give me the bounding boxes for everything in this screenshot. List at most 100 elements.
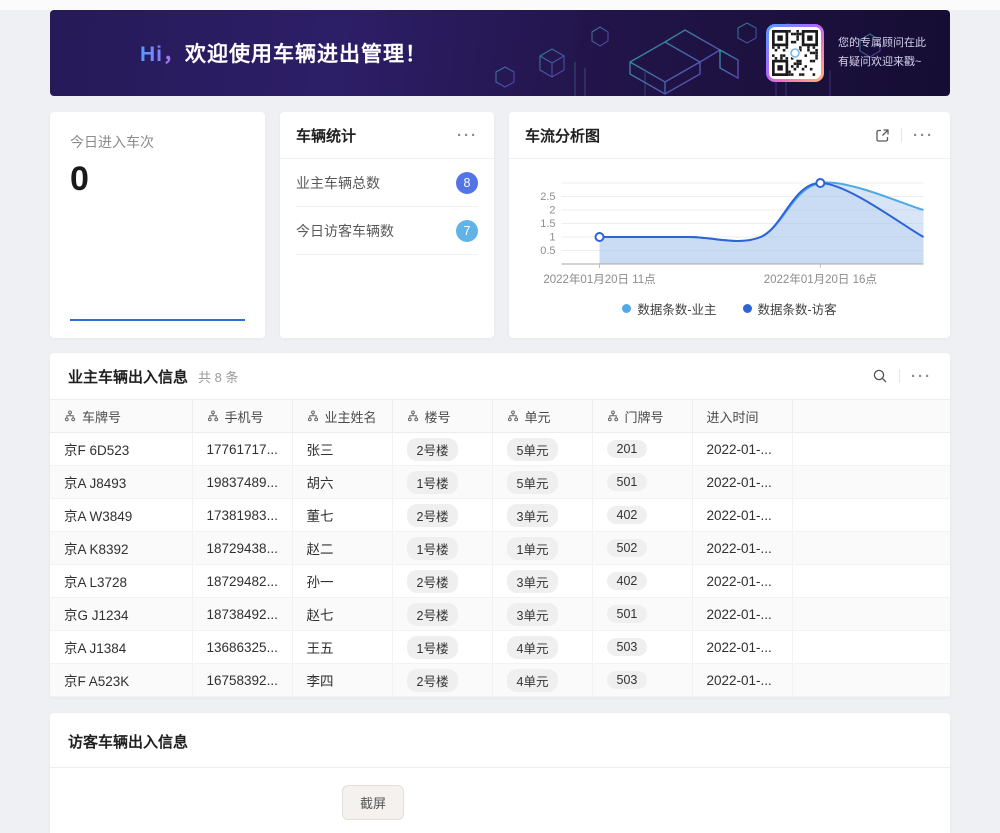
table-cell: 17381983... [192,498,293,532]
table-cell: 董七 [292,498,393,532]
table-cell: 2022-01-... [692,432,793,466]
table-cell: 4单元 [492,630,593,664]
today-entries-label: 今日进入车次 [70,134,154,150]
stat-label: 业主车辆总数 [296,174,380,191]
cell-tag: 3单元 [506,569,559,593]
chart-legend: 数据条数-业主 数据条数-访客 [525,299,934,318]
table-cell: 5单元 [492,432,593,466]
table-cell: 5单元 [492,465,593,499]
qr-caption: 您的专属顾问在此 有疑问欢迎来戳~ [838,34,926,71]
greeting-highlight: Hi， [140,43,185,66]
table-cell [792,597,950,631]
table-cell: 402 [592,498,693,532]
column-header[interactable]: 手机号 [192,400,293,433]
table-cell: 2号楼 [392,597,493,631]
cell-tag: 1号楼 [406,470,459,494]
table-cell: 2022-01-... [692,597,793,631]
table-cell: 402 [592,564,693,598]
cell-tag: 4单元 [506,635,559,659]
visitor-card-title: 访客车辆出入信息 [68,734,189,751]
legend-label: 数据条数-访客 [757,303,837,317]
cell-tag: 2号楼 [406,437,459,461]
table-cell: 1号楼 [392,465,493,499]
table-cell: 3单元 [492,597,593,631]
qr-caption-line1: 您的专属顾问在此 [838,37,926,50]
table-row: 京G J1234 18738492... 赵七 2号楼 3单元 501 2022-01-..… [50,597,950,631]
qr-code[interactable] [766,24,824,82]
table-cell: 孙一 [292,564,393,598]
column-header[interactable]: 进入时间 [692,400,793,433]
column-header-label: 单元 [524,409,551,425]
column-header[interactable]: 门牌号 [592,400,693,433]
table-cell: 18729482... [192,564,293,598]
table-cell: 2022-01-... [692,630,793,664]
column-header[interactable]: 楼号 [392,400,493,433]
vehicle-stats-title: 车辆统计 [296,127,357,145]
cell-tag: 2号楼 [406,569,459,593]
table-cell: 501 [592,597,693,631]
screenshot-button[interactable]: 截屏 [342,785,405,820]
owner-vehicle-table-card: 业主车辆出入信息 共 8 条 ··· 车牌号 手机号 业主姓名 楼号 单元 门牌号 进入时间… [50,353,950,697]
legend-item[interactable]: 数据条数-业主 [622,299,717,318]
svg-text:1.5: 1.5 [540,218,555,230]
table-cell: 京A J8493 [50,465,193,499]
hierarchy-icon [64,410,76,422]
column-header [792,400,950,433]
page-top-strip [0,0,1000,10]
table-cell: 张三 [292,432,393,466]
welcome-banner: Hi，欢迎使用车辆进出管理！ 您的专属顾问在此 有疑问欢迎来戳~ [50,10,950,96]
cell-tag: 402 [606,572,648,590]
banner-greeting: Hi，欢迎使用车辆进出管理！ [140,38,427,68]
table-cell [792,630,950,664]
vehicle-stat-row: 今日访客车辆数 7 [296,207,478,255]
table-cell: 2022-01-... [692,663,793,697]
more-menu-icon[interactable]: ··· [913,126,934,144]
cell-tag: 201 [606,440,648,458]
table-cell: 李四 [292,663,393,697]
table-cell: 19837489... [192,465,293,499]
dashboard-page: Hi，欢迎使用车辆进出管理！ 您的专属顾问在此 有疑问欢迎来戳~ 今日进入车次 … [50,10,950,833]
table-row: 京F A523K 16758392... 李四 2号楼 4单元 503 2022-01-..… [50,663,950,697]
table-cell: 201 [592,432,693,466]
table-cell: 18738492... [192,597,293,631]
table-cell: 赵二 [292,531,393,565]
column-header-label: 门牌号 [624,409,664,425]
svg-text:0.5: 0.5 [540,245,555,257]
cell-tag: 1号楼 [406,635,459,659]
hierarchy-icon [207,410,218,422]
table-cell: 王五 [292,630,393,664]
table-row: 京A J8493 19837489... 胡六 1号楼 5单元 501 2022-01-..… [50,465,950,499]
more-menu-icon[interactable]: ··· [911,367,932,385]
icon-divider [901,128,902,142]
cell-tag: 2号楼 [406,503,459,527]
table-cell [792,465,950,499]
today-entries-value: 0 [70,160,89,198]
legend-label: 数据条数-业主 [637,303,717,317]
column-header-label: 进入时间 [706,409,759,425]
cell-tag: 2号楼 [406,668,459,692]
owner-table-count: 共 8 条 [198,369,239,385]
table-cell [792,432,950,466]
stat-label: 今日访客车辆数 [296,222,394,239]
legend-dot [742,304,752,313]
svg-text:2022年01月20日 11点: 2022年01月20日 11点 [543,272,655,286]
cell-tag: 5单元 [506,470,559,494]
table-row: 京A L3728 18729482... 孙一 2号楼 3单元 402 2022-01-..… [50,564,950,598]
table-row: 京A K8392 18729438... 赵二 1号楼 1单元 502 2022-01-..… [50,531,950,565]
table-cell: 4单元 [492,663,593,697]
table-cell: 2022-01-... [692,531,793,565]
more-menu-icon[interactable]: ··· [457,126,478,144]
search-icon[interactable] [872,368,888,384]
cell-tag: 3单元 [506,503,559,527]
svg-text:2022年01月20日 16点: 2022年01月20日 16点 [764,272,877,286]
cell-tag: 1单元 [506,536,559,560]
traffic-chart-title: 车流分析图 [525,127,601,145]
expand-icon[interactable] [875,128,890,143]
stat-count-badge: 8 [456,171,478,194]
column-header[interactable]: 业主姓名 [292,400,393,433]
table-cell: 3单元 [492,564,593,598]
column-header[interactable]: 单元 [492,400,593,433]
column-header[interactable]: 车牌号 [50,400,193,433]
today-entries-card: 今日进入车次 0 [50,112,265,338]
legend-item[interactable]: 数据条数-访客 [742,299,837,318]
